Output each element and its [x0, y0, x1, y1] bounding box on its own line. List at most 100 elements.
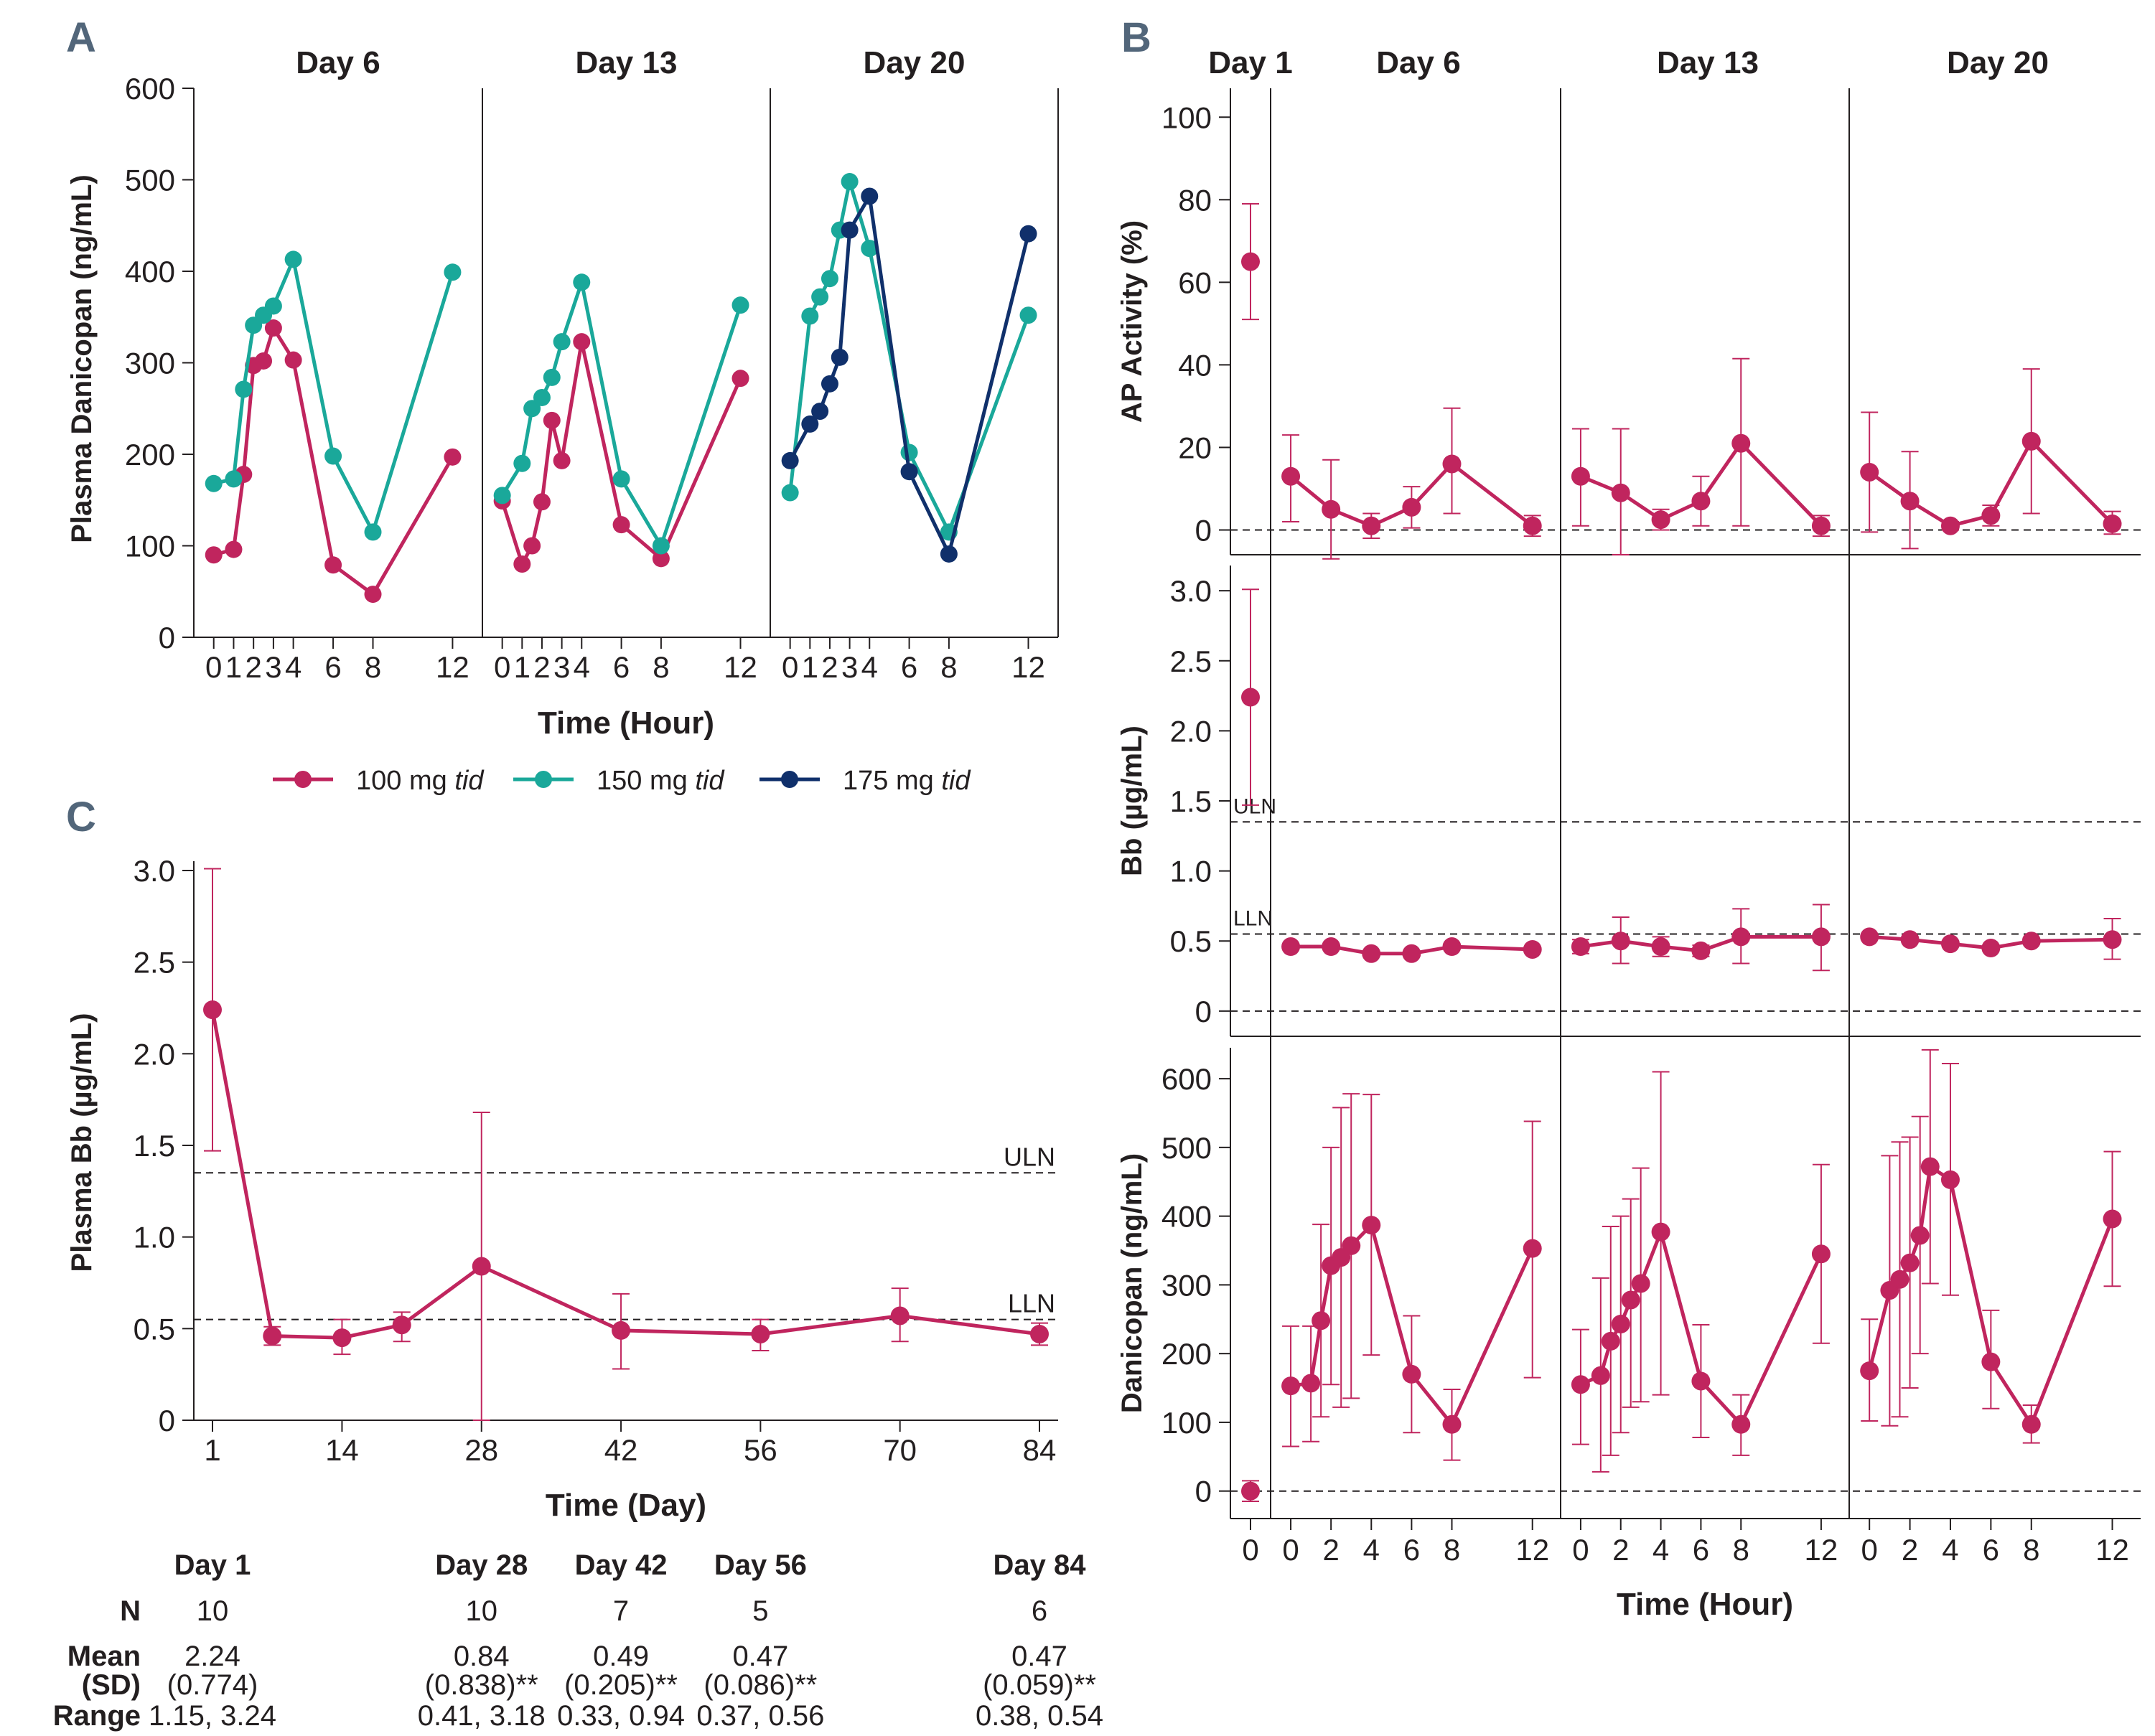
- data-point: [801, 307, 819, 325]
- legend-label: 150 mg tid: [597, 766, 725, 796]
- x-tick-label: 2: [245, 650, 261, 684]
- table-row-label: Mean: [67, 1641, 141, 1672]
- y-tick-label: 1.0: [134, 1221, 175, 1254]
- table-cell-range: 0.37, 0.56: [696, 1700, 824, 1732]
- facet-title: Day 13: [576, 45, 678, 80]
- data-point: [332, 1328, 352, 1348]
- x-tick-label: 12: [1011, 650, 1045, 684]
- data-point: [444, 448, 462, 466]
- x-axis-title: Time (Hour): [538, 705, 714, 741]
- data-point: [1691, 1371, 1711, 1391]
- data-point: [811, 288, 829, 306]
- data-point: [284, 351, 302, 369]
- data-point: [890, 1306, 910, 1326]
- y-tick-label: 300: [125, 347, 175, 380]
- data-point: [573, 273, 591, 291]
- x-tick-label: 0: [1861, 1533, 1878, 1567]
- table-cell-range: 0.38, 0.54: [976, 1700, 1103, 1732]
- data-point: [1611, 1314, 1630, 1333]
- y-tick-label: 0: [159, 621, 175, 654]
- x-tick-label: 6: [1403, 1533, 1420, 1567]
- data-point: [821, 375, 838, 393]
- x-tick-label: 42: [604, 1433, 638, 1467]
- y-tick-label: 200: [1161, 1337, 1212, 1371]
- data-point: [861, 240, 879, 258]
- panel-label-c: C: [66, 794, 96, 840]
- data-point: [553, 333, 571, 351]
- data-point: [2021, 932, 2041, 951]
- facet-title: Day 20: [1947, 45, 2049, 80]
- data-point: [1731, 1414, 1751, 1434]
- table-cell-sd: (0.838)**: [425, 1669, 538, 1701]
- legend-swatch-dot: [535, 771, 552, 788]
- x-tick-label: 8: [940, 650, 957, 684]
- x-tick-label: 0: [782, 650, 798, 684]
- panel-c: 0 0.5 1.0 1.5 2.0 2.5 3.0 1 14 28 42 56 70 84 Plasma B…: [66, 854, 1058, 1523]
- data-point: [1910, 1226, 1930, 1245]
- x-tick-label: 3: [841, 650, 858, 684]
- data-point: [900, 463, 918, 481]
- legend-dose: 150 mg: [597, 766, 695, 796]
- legend-regimen: tid: [941, 766, 971, 796]
- data-point: [1241, 1481, 1260, 1501]
- data-point: [1281, 937, 1301, 957]
- table-row-label: (SD): [82, 1669, 141, 1701]
- data-point: [1241, 688, 1260, 707]
- summary-table: N Mean(SD)Range Day 1 10 2.24(0.774)1.15, 3.…: [53, 1549, 1103, 1732]
- data-point: [1019, 225, 1037, 243]
- panel-b-row: 0 100 200 300 400 500 600 Danicopan (ng/mL): [1116, 1048, 2141, 1519]
- data-point: [523, 537, 541, 555]
- panel-label-a: A: [66, 14, 96, 61]
- data-point: [1621, 1290, 1640, 1310]
- y-tick-label: 500: [125, 164, 175, 197]
- data-point: [861, 187, 879, 205]
- data-point: [2021, 431, 2041, 451]
- y-tick-label: 0: [1195, 1475, 1212, 1509]
- data-point: [841, 173, 859, 191]
- table-cell-range: 0.33, 0.94: [557, 1700, 685, 1732]
- x-tick-label: 3: [553, 650, 570, 684]
- data-point: [1571, 1375, 1590, 1394]
- table-cell-mean: 0.49: [593, 1641, 649, 1672]
- data-point: [493, 487, 511, 505]
- data-point: [781, 484, 799, 502]
- y-tick-label: 400: [1161, 1200, 1212, 1234]
- data-point: [940, 545, 958, 563]
- y-tick-label: 2.0: [1170, 714, 1212, 748]
- data-point: [1402, 944, 1421, 963]
- data-point: [1631, 1274, 1650, 1293]
- y-tick-label: 3.0: [134, 854, 175, 888]
- x-tick-label: 4: [1942, 1533, 1958, 1567]
- table-column-header: Day 42: [575, 1549, 668, 1581]
- data-point: [841, 221, 859, 239]
- y-tick-label: 40: [1178, 348, 1212, 382]
- table-cell-n: 7: [613, 1595, 629, 1627]
- series-line: [788, 179, 1030, 534]
- data-point: [1362, 1216, 1381, 1235]
- data-point: [1611, 932, 1630, 951]
- y-tick-label: 2.0: [134, 1037, 175, 1071]
- x-tick-label: 6: [1983, 1533, 1999, 1567]
- series-line: [500, 339, 742, 566]
- y-tick-label: 60: [1178, 266, 1212, 299]
- data-point: [1322, 937, 1341, 957]
- data-point: [1301, 1374, 1321, 1393]
- table-cell-sd: (0.205)**: [564, 1669, 678, 1701]
- table-cell-mean: 0.47: [732, 1641, 788, 1672]
- x-tick-label: 1: [225, 650, 242, 684]
- data-point: [1281, 1376, 1301, 1396]
- y-tick-label: 0.5: [134, 1312, 175, 1346]
- y-tick-label: 100: [1161, 100, 1212, 134]
- y-tick-label: 2.5: [134, 946, 175, 980]
- data-point: [533, 388, 551, 406]
- y-tick-label: 100: [1161, 1406, 1212, 1440]
- reference-line-label: LLN: [1233, 906, 1273, 930]
- facet-title: Day 13: [1657, 45, 1759, 80]
- data-point: [225, 470, 243, 488]
- x-tick-label: 12: [1805, 1533, 1838, 1567]
- data-point: [235, 380, 253, 398]
- y-axis-title: Plasma Bb (µg/mL): [66, 1013, 98, 1272]
- data-point: [205, 474, 223, 492]
- x-tick-label: 28: [464, 1433, 498, 1467]
